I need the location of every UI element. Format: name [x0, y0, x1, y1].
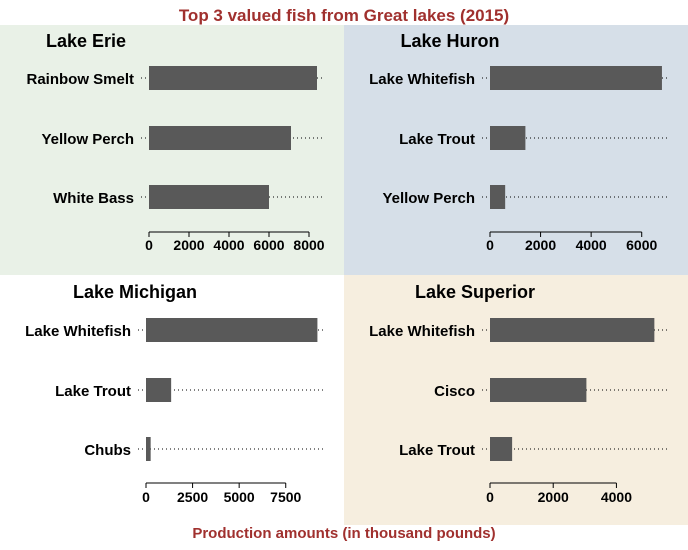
- x-tick-label: 6000: [626, 237, 657, 253]
- panel-background: [0, 275, 344, 525]
- bar-chubs: [146, 437, 151, 461]
- x-tick-label: 7500: [270, 489, 301, 505]
- category-label: Yellow Perch: [41, 131, 134, 148]
- bar-lake-whitefish: [490, 318, 655, 342]
- x-tick-label: 2000: [173, 237, 204, 253]
- category-label: White Bass: [53, 190, 134, 207]
- bar-white-bass: [149, 185, 269, 209]
- x-tick-label: 2500: [177, 489, 208, 505]
- panel-lake-superior: Lake Superior Lake Whitefish Cisco Lake Tro…: [344, 275, 688, 525]
- category-label: Lake Whitefish: [369, 323, 475, 340]
- x-tick-label: 8000: [293, 237, 324, 253]
- panel-title: Lake Erie: [46, 31, 126, 51]
- x-axis-label: Production amounts (in thousand pounds): [192, 525, 495, 542]
- category-label: Lake Whitefish: [25, 323, 131, 340]
- bar-lake-trout: [146, 378, 172, 402]
- panel-lake-michigan: Lake Michigan Lake Whitefish Lake Trout Chu…: [0, 275, 344, 525]
- panel-lake-erie: Lake Erie Rainbow Smelt Yellow Perch White …: [0, 25, 344, 275]
- bar-lake-trout: [490, 437, 513, 461]
- panel-lake-huron: Lake Huron Lake Whitefish Lake Trout Yellow…: [344, 25, 688, 275]
- x-tick-label: 4000: [213, 237, 244, 253]
- bar-yellow-perch: [490, 185, 506, 209]
- category-label: Yellow Perch: [382, 190, 475, 207]
- bar-lake-whitefish: [146, 318, 318, 342]
- x-tick-label: 0: [145, 237, 153, 253]
- x-tick-label: 0: [486, 489, 494, 505]
- category-label: Rainbow Smelt: [26, 71, 134, 88]
- bar-yellow-perch: [149, 126, 291, 150]
- x-tick-label: 2000: [525, 237, 556, 253]
- category-label: Chubs: [84, 442, 131, 459]
- x-tick-label: 0: [142, 489, 150, 505]
- bar-lake-trout: [490, 126, 526, 150]
- chart-panels: Lake Erie Rainbow Smelt Yellow Perch White …: [0, 25, 688, 525]
- x-tick-label: 2000: [538, 489, 569, 505]
- bar-rainbow-smelt: [149, 66, 317, 90]
- x-tick-label: 6000: [253, 237, 284, 253]
- category-label: Cisco: [434, 383, 475, 400]
- x-tick-label: 4000: [576, 237, 607, 253]
- bar-cisco: [490, 378, 587, 402]
- category-label: Lake Trout: [55, 383, 131, 400]
- panel-title: Lake Huron: [400, 31, 499, 51]
- category-label: Lake Trout: [399, 131, 475, 148]
- x-tick-label: 4000: [601, 489, 632, 505]
- x-tick-label: 0: [486, 237, 494, 253]
- category-label: Lake Trout: [399, 442, 475, 459]
- x-tick-label: 5000: [224, 489, 255, 505]
- category-label: Lake Whitefish: [369, 71, 475, 88]
- panel-title: Lake Michigan: [73, 282, 197, 302]
- panel-title: Lake Superior: [415, 282, 535, 302]
- bar-lake-whitefish: [490, 66, 662, 90]
- chart-title: Top 3 valued fish from Great lakes (2015…: [179, 6, 509, 25]
